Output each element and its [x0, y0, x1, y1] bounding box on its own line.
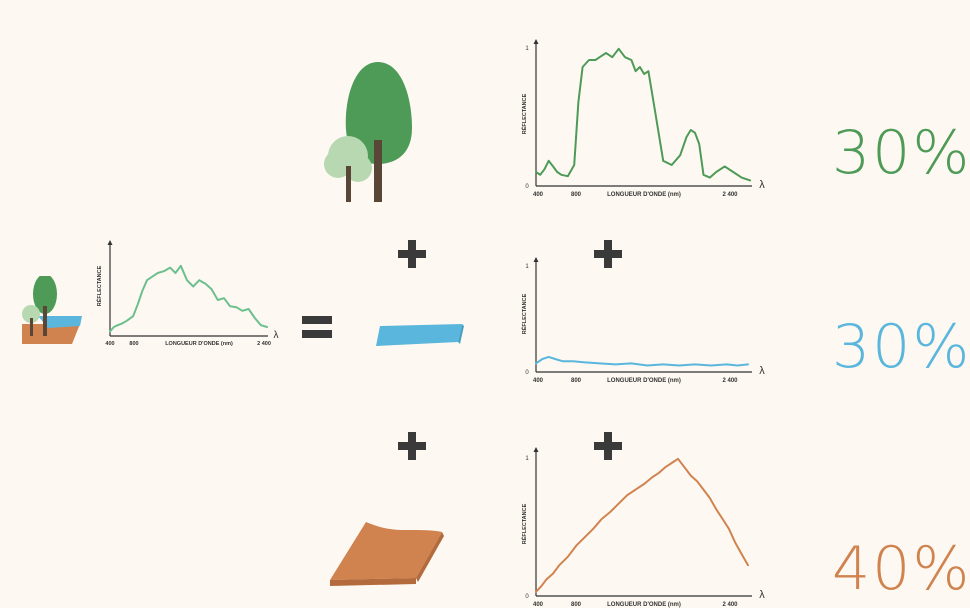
mixed-pixel-icon: [22, 276, 82, 344]
vegetation-fraction: 30%: [832, 118, 970, 188]
x-tick-label: 400: [533, 602, 544, 608]
x-tick-label: 2 400: [722, 378, 738, 384]
lambda-symbol: λ: [274, 330, 279, 341]
x-tick-label: 2 400: [722, 602, 738, 608]
x-axis-label: LONGUEUR D'ONDE (nm): [607, 378, 681, 384]
mixed-spectrum-line: [109, 264, 269, 333]
x-axis-label: LONGUEUR D'ONDE (nm): [165, 341, 233, 347]
y-axis-label: RÉFLECTANCE: [520, 93, 528, 134]
lambda-symbol: λ: [759, 179, 765, 191]
y-axis-label: RÉFLECTANCE: [95, 265, 103, 306]
x-axis-label: LONGUEUR D'ONDE (nm): [607, 192, 681, 198]
y-tick-label: 0: [525, 184, 529, 190]
y-tick-label: 0: [525, 370, 529, 376]
equals-icon: [302, 316, 332, 338]
x-tick-label: 800: [571, 192, 582, 198]
water-spectrum-line: [535, 355, 749, 367]
x-tick-label: 2 400: [257, 341, 271, 347]
y-axis-arrow: [107, 240, 113, 245]
x-tick-label: 400: [533, 378, 544, 384]
x-tick-label: 800: [571, 378, 582, 384]
soil-surface-icon: [330, 522, 444, 586]
soil-spectrum-line: [535, 457, 749, 593]
x-tick-label: 400: [105, 341, 114, 347]
lambda-symbol: λ: [759, 365, 765, 377]
mixed-spectrum-chart: RÉFLECTANCE 400 800 LONGUEUR D'ONDE (nm)…: [95, 240, 279, 347]
trees-icon: [324, 62, 412, 202]
soil-fraction: 40%: [832, 534, 970, 604]
vegetation-spectrum-line: [535, 47, 752, 182]
water-spectrum-chart: 1 0 RÉFLECTANCE 400 800 LONGUEUR D'ONDE …: [520, 257, 765, 384]
y-tick-label: 1: [525, 456, 529, 462]
water-surface-icon: [376, 324, 464, 346]
y-axis-label: RÉFLECTANCE: [520, 503, 528, 544]
plus-icon: [398, 240, 426, 268]
plus-icon: [594, 432, 622, 460]
lambda-symbol: λ: [759, 589, 765, 601]
y-tick-label: 1: [525, 264, 529, 270]
x-tick-label: 2 400: [722, 192, 738, 198]
y-axis-arrow: [533, 257, 539, 262]
x-tick-label: 800: [571, 602, 582, 608]
vegetation-spectrum-chart: 1 0 RÉFLECTANCE 400 800 LONGUEUR D'ONDE …: [520, 39, 765, 198]
water-fraction: 30%: [832, 312, 970, 382]
y-tick-label: 1: [525, 46, 529, 52]
x-axis-label: LONGUEUR D'ONDE (nm): [607, 602, 681, 608]
soil-spectrum-chart: 1 0 RÉFLECTANCE 400 800 LONGUEUR D'ONDE …: [520, 447, 765, 608]
x-tick-label: 400: [533, 192, 544, 198]
y-axis-arrow: [533, 447, 539, 452]
y-axis-arrow: [533, 39, 539, 44]
y-tick-label: 0: [525, 594, 529, 600]
plus-icon: [398, 432, 426, 460]
y-axis-label: RÉFLECTANCE: [520, 293, 528, 334]
x-tick-label: 800: [129, 341, 138, 347]
plus-icon: [594, 240, 622, 268]
